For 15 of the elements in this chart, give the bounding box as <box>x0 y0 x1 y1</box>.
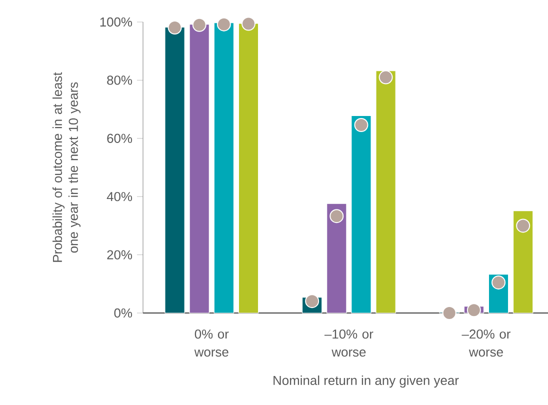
bar <box>512 210 534 314</box>
y-tick-label: 60% <box>107 134 132 143</box>
x-tick-label: 0% or worse <box>194 330 229 357</box>
y-tick-label: 20% <box>107 250 132 260</box>
x-tick-label: –10% or worse <box>324 330 374 357</box>
y-tick-label: 100% <box>100 17 132 27</box>
bar <box>351 115 372 314</box>
y-tick-label: 0% <box>114 308 132 318</box>
y-tick-label: 40% <box>106 192 132 202</box>
y-tick-label: 80% <box>107 76 132 85</box>
y-axis-title: Probability of outcome in at least one year in the next 10 years <box>52 72 81 262</box>
x-axis-title: Nominal return in any given year <box>274 376 459 388</box>
bar <box>376 70 396 314</box>
bar <box>326 203 347 314</box>
x-tick-label: –20% or worse <box>462 330 510 357</box>
